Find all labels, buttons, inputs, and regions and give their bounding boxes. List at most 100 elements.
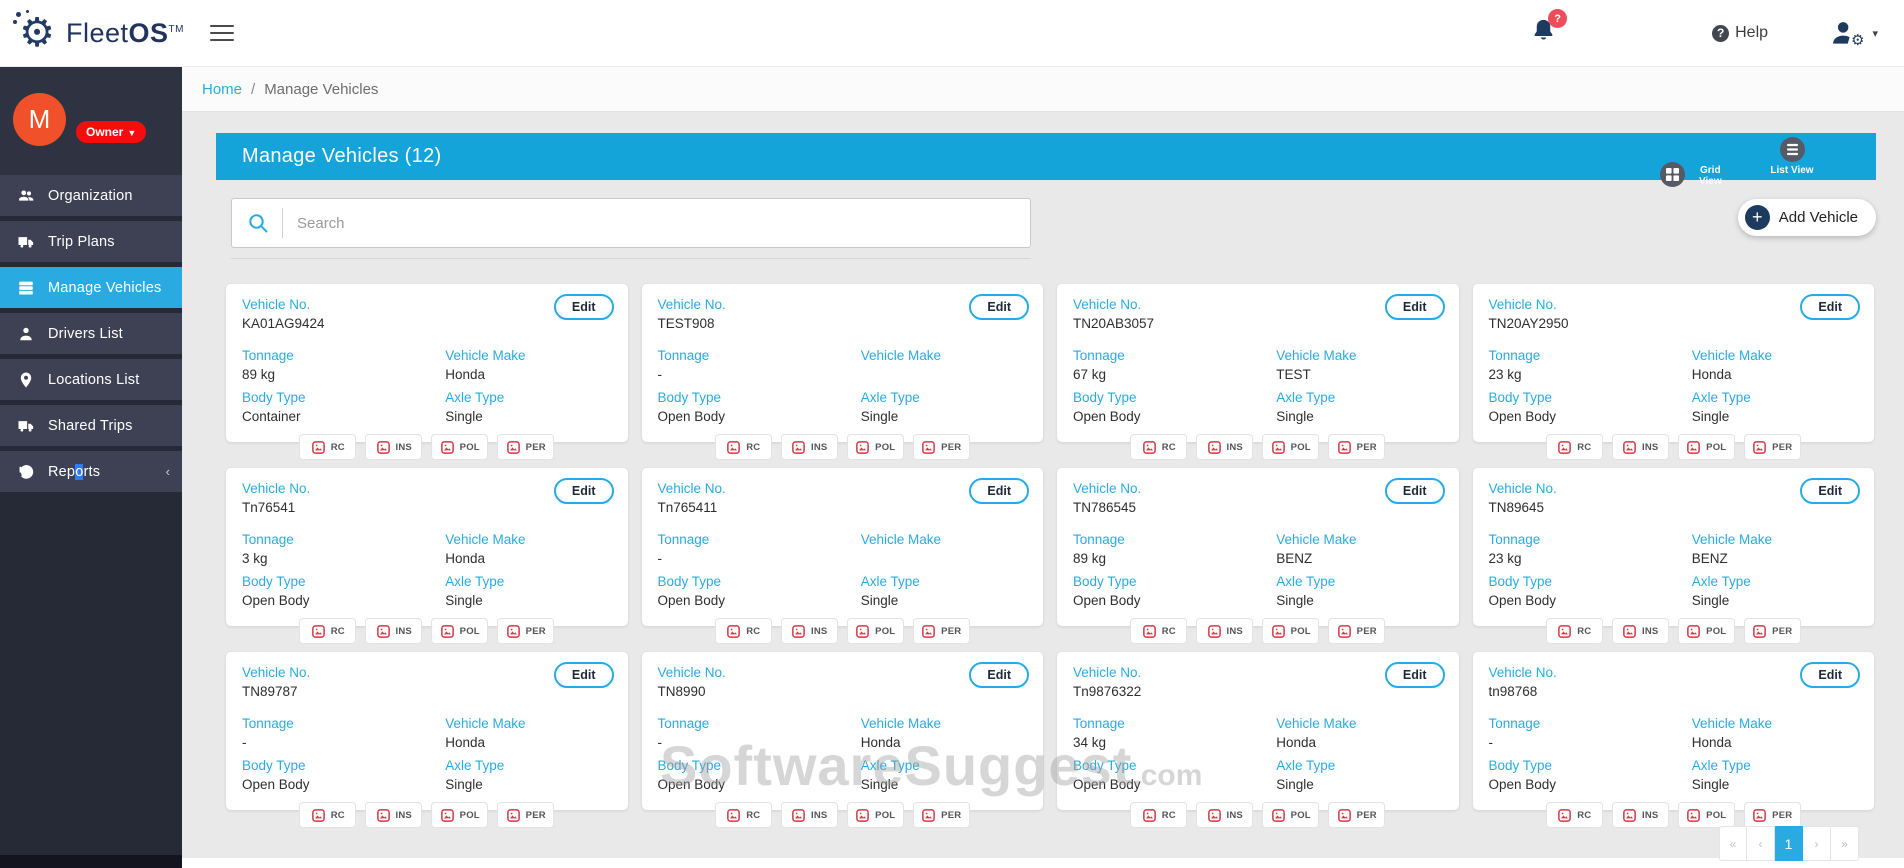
per-document-button[interactable]: PER bbox=[912, 434, 970, 460]
pol-document-button[interactable]: POL bbox=[1677, 618, 1735, 644]
vehicle-no-label: Vehicle No. bbox=[1073, 297, 1142, 312]
ins-document-button[interactable]: INS bbox=[365, 802, 423, 828]
per-document-button[interactable]: PER bbox=[1743, 802, 1801, 828]
tonnage-label: Tonnage bbox=[1073, 532, 1125, 547]
pol-document-button[interactable]: POL bbox=[431, 434, 489, 460]
image-icon bbox=[1753, 440, 1767, 454]
pagination-first-button[interactable]: « bbox=[1719, 826, 1747, 861]
ins-document-button[interactable]: INS bbox=[1611, 802, 1669, 828]
pol-document-button[interactable]: POL bbox=[1677, 802, 1735, 828]
pol-document-button[interactable]: POL bbox=[846, 618, 904, 644]
image-icon bbox=[1623, 624, 1636, 638]
sidebar-item-trip-plans[interactable]: Trip Plans bbox=[0, 221, 182, 262]
per-document-button[interactable]: PER bbox=[497, 618, 555, 644]
pol-document-button[interactable]: POL bbox=[1677, 434, 1735, 460]
ins-document-button[interactable]: INS bbox=[780, 618, 838, 644]
per-document-button[interactable]: PER bbox=[1328, 434, 1386, 460]
pol-document-button[interactable]: POL bbox=[1262, 434, 1320, 460]
vehicle-make-label: Vehicle Make bbox=[1691, 716, 1773, 731]
pol-document-button[interactable]: POL bbox=[1262, 802, 1320, 828]
help-button[interactable]: ? Help bbox=[1712, 24, 1768, 42]
per-document-button[interactable]: PER bbox=[497, 802, 555, 828]
sidebar-item-drivers-list[interactable]: Drivers List bbox=[0, 313, 182, 354]
axle-type-label: Axle Type bbox=[860, 758, 920, 773]
rc-document-button[interactable]: RC bbox=[1545, 802, 1603, 828]
pagination-last-button[interactable]: » bbox=[1831, 826, 1859, 861]
ins-document-button[interactable]: INS bbox=[365, 618, 423, 644]
tonnage-value: 89 kg bbox=[242, 367, 276, 382]
grid-view-button[interactable]: Grid View bbox=[1660, 162, 1724, 187]
vehicle-no-value: Tn765411 bbox=[657, 500, 718, 515]
per-document-button[interactable]: PER bbox=[497, 434, 555, 460]
edit-button[interactable]: Edit bbox=[1800, 294, 1860, 320]
rc-document-button[interactable]: RC bbox=[1545, 434, 1603, 460]
per-document-button[interactable]: PER bbox=[1743, 618, 1801, 644]
sidebar-item-shared-trips[interactable]: Shared Trips bbox=[0, 405, 182, 446]
pagination-prev-button[interactable]: ‹ bbox=[1747, 826, 1775, 861]
pol-document-button[interactable]: POL bbox=[1262, 618, 1320, 644]
ins-document-button[interactable]: INS bbox=[1196, 618, 1254, 644]
breadcrumb-home-link[interactable]: Home bbox=[202, 80, 243, 98]
rc-document-button[interactable]: RC bbox=[1130, 618, 1188, 644]
body-type-label: Body Type bbox=[657, 574, 722, 589]
rc-document-button[interactable]: RC bbox=[299, 434, 357, 460]
pol-document-button[interactable]: POL bbox=[431, 802, 489, 828]
edit-button[interactable]: Edit bbox=[1384, 478, 1445, 504]
ins-document-button[interactable]: INS bbox=[780, 434, 838, 460]
ins-document-button[interactable]: INS bbox=[1611, 434, 1669, 460]
pol-document-button[interactable]: POL bbox=[846, 802, 904, 828]
per-document-button[interactable]: PER bbox=[1328, 802, 1386, 828]
pol-document-button[interactable]: POL bbox=[846, 434, 904, 460]
per-document-button[interactable]: PER bbox=[1743, 434, 1801, 460]
edit-button[interactable]: Edit bbox=[969, 294, 1029, 320]
body-type-label: Body Type bbox=[1073, 574, 1137, 589]
edit-button[interactable]: Edit bbox=[1384, 294, 1445, 320]
ins-document-button[interactable]: INS bbox=[1196, 434, 1254, 460]
edit-button[interactable]: Edit bbox=[553, 662, 614, 688]
rc-document-button[interactable]: RC bbox=[714, 434, 772, 460]
ins-document-button[interactable]: INS bbox=[1611, 618, 1669, 644]
rc-document-button[interactable]: RC bbox=[299, 618, 357, 644]
rc-document-button[interactable]: RC bbox=[1130, 802, 1188, 828]
role-badge[interactable]: Owner ▼ bbox=[76, 121, 147, 143]
sidebar-item-organization[interactable]: Organization bbox=[0, 175, 182, 216]
app-logo[interactable]: ⚙ FleetOSTM bbox=[13, 10, 184, 56]
image-icon bbox=[1623, 808, 1636, 822]
notification-bell-icon[interactable]: ? bbox=[1530, 9, 1568, 49]
vehicle-no-value: TN20AB3057 bbox=[1073, 316, 1155, 331]
vehicle-make-value bbox=[861, 551, 1027, 567]
per-document-button[interactable]: PER bbox=[912, 802, 970, 828]
rc-document-button[interactable]: RC bbox=[299, 802, 357, 828]
sidebar-item-manage-vehicles[interactable]: Manage Vehicles bbox=[0, 267, 182, 308]
menu-toggle-icon[interactable] bbox=[210, 20, 234, 46]
search-input[interactable] bbox=[297, 214, 1030, 232]
ins-document-button[interactable]: INS bbox=[1196, 802, 1254, 828]
edit-button[interactable]: Edit bbox=[1384, 662, 1445, 688]
add-vehicle-button[interactable]: + Add Vehicle bbox=[1737, 199, 1876, 236]
rc-document-button[interactable]: RC bbox=[1545, 618, 1603, 644]
ins-document-button[interactable]: INS bbox=[365, 434, 423, 460]
ins-document-button[interactable]: INS bbox=[780, 802, 838, 828]
list-view-button[interactable]: List View bbox=[1760, 137, 1824, 176]
users-icon bbox=[16, 186, 36, 206]
rc-document-button[interactable]: RC bbox=[1130, 434, 1188, 460]
per-document-button[interactable]: PER bbox=[912, 618, 970, 644]
pagination-next-button[interactable]: › bbox=[1803, 826, 1831, 861]
edit-button[interactable]: Edit bbox=[553, 478, 614, 504]
rc-document-button[interactable]: RC bbox=[714, 618, 772, 644]
sidebar-item-locations-list[interactable]: Locations List bbox=[0, 359, 182, 400]
vehicle-no-value: TN89645 bbox=[1488, 500, 1545, 515]
pol-document-button[interactable]: POL bbox=[431, 618, 489, 644]
edit-button[interactable]: Edit bbox=[1800, 662, 1860, 688]
edit-button[interactable]: Edit bbox=[969, 662, 1029, 688]
pagination-page-1[interactable]: 1 bbox=[1775, 826, 1803, 861]
avatar[interactable]: M bbox=[13, 93, 66, 146]
per-document-button[interactable]: PER bbox=[1328, 618, 1386, 644]
vehicle-make-label: Vehicle Make bbox=[860, 716, 942, 731]
edit-button[interactable]: Edit bbox=[969, 478, 1029, 504]
edit-button[interactable]: Edit bbox=[553, 294, 614, 320]
account-menu[interactable]: ⚙ ▾ bbox=[1830, 17, 1878, 49]
sidebar-item-reports[interactable]: Reports ‹ bbox=[0, 451, 182, 492]
rc-document-button[interactable]: RC bbox=[714, 802, 772, 828]
edit-button[interactable]: Edit bbox=[1800, 478, 1860, 504]
